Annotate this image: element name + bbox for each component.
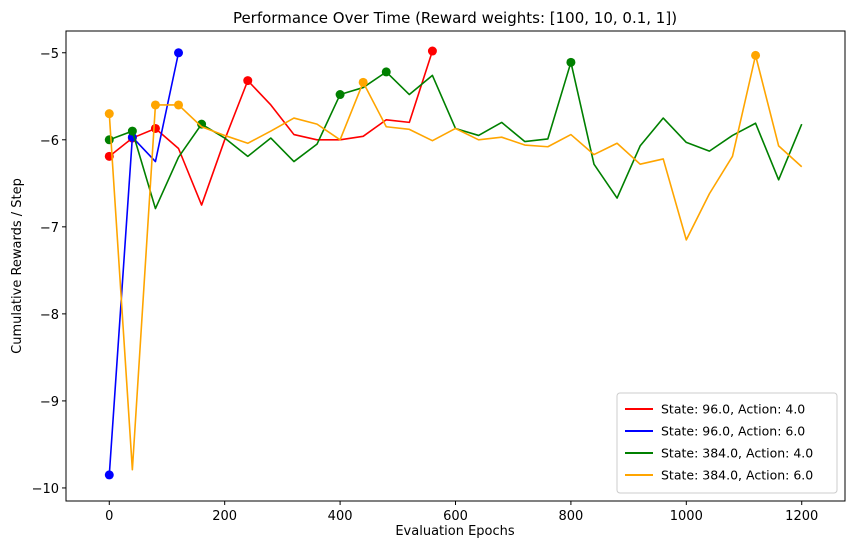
legend-label: State: 384.0, Action: 4.0 [661,446,813,461]
series-2-point [335,90,345,100]
x-tick-label: 400 [328,509,353,524]
series-line-1 [108,52,180,475]
legend-label: State: 96.0, Action: 6.0 [661,424,805,439]
series-3-point [150,100,160,110]
series-0-point [243,76,253,86]
series-2-point [104,135,114,145]
series-0-point [150,123,160,133]
legend-box [616,392,838,494]
chart-title: Performance Over Time (Reward weights: [… [233,9,677,27]
series-1-point [104,470,114,480]
legend-label: State: 384.0, Action: 6.0 [661,468,813,483]
x-tick-label: 0 [105,509,113,524]
series-3-point [751,50,761,60]
y-axis-label: Cumulative Rewards / Step [10,178,25,354]
x-tick-label: 1200 [785,509,818,524]
x-axis-label: Evaluation Epochs [395,524,515,539]
legend: State: 96.0, Action: 4.0 State: 96.0, Act… [616,392,838,494]
x-tick-label: 200 [212,509,237,524]
series-3-point [174,100,184,110]
y-tick-label: −10 [32,482,59,497]
series-2-point [127,126,137,136]
series-2-point [566,57,576,67]
series-2-point [197,119,207,129]
x-tick-label: 1000 [670,509,703,524]
series-line-2 [108,61,803,210]
x-axis: 0 200 400 600 800 1000 1200 [105,501,818,524]
series-line-3 [108,54,803,471]
legend-label: State: 96.0, Action: 4.0 [661,402,805,417]
y-tick-label: −6 [40,134,59,149]
y-tick-label: −9 [40,395,59,410]
x-tick-label: 600 [443,509,468,524]
series-0-point [427,46,437,56]
x-tick-label: 800 [558,509,583,524]
y-axis: −10 −9 −8 −7 −6 −5 [32,47,66,497]
y-tick-label: −5 [40,47,59,62]
plot-area [104,46,803,480]
series-3-point [104,109,114,119]
series-2-point [381,67,391,77]
series-3-point [358,77,368,87]
y-tick-label: −8 [40,308,59,323]
series-line-0 [108,50,434,206]
y-tick-label: −7 [40,221,59,236]
series-1-point [174,48,184,58]
